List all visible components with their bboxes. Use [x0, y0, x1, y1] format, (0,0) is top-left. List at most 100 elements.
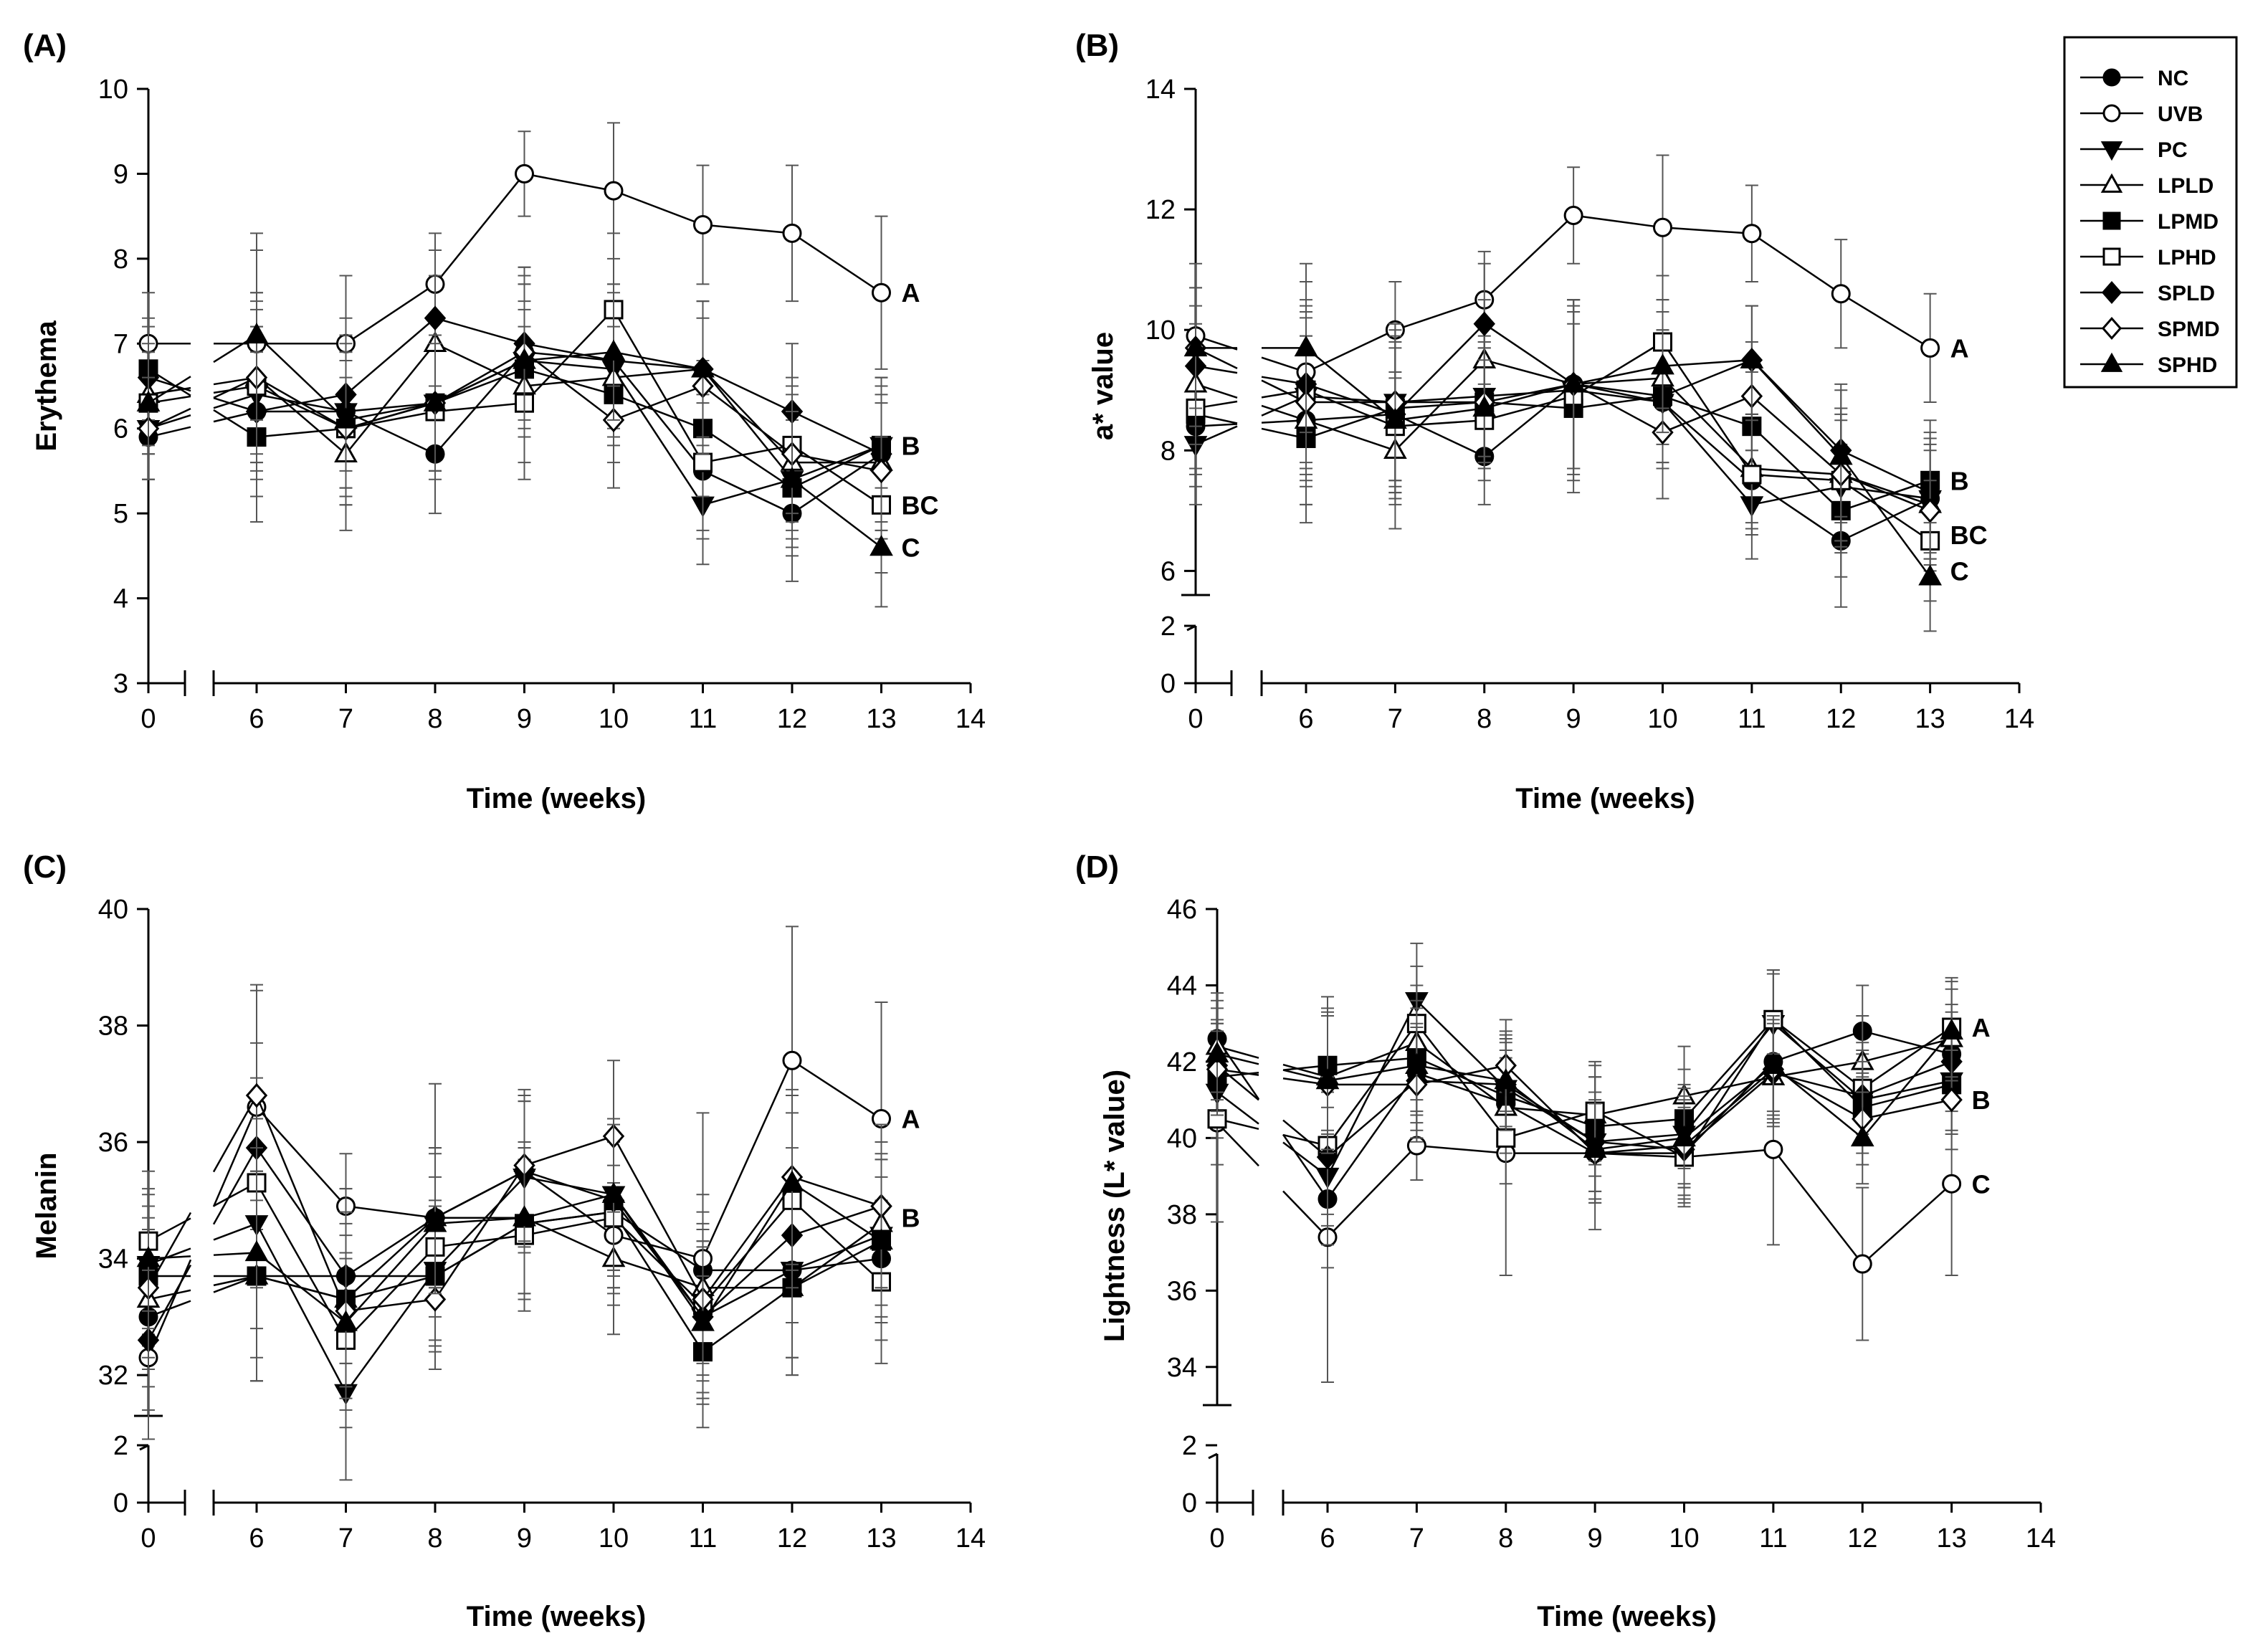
series-line-stub — [147, 1264, 192, 1341]
x-tick-label: 6 — [249, 704, 264, 734]
y-tick-label: 40 — [1167, 1123, 1197, 1153]
x-tick-label: 8 — [427, 704, 442, 734]
data-point — [604, 181, 624, 201]
x-tick-label: 13 — [1936, 1523, 1966, 1554]
data-point — [1672, 1125, 1696, 1147]
y-tick-label: 2 — [113, 1431, 128, 1461]
y-tick-label: 5 — [113, 499, 128, 529]
data-point — [334, 1310, 358, 1331]
data-point — [691, 1310, 715, 1331]
data-point — [1294, 335, 1318, 357]
y-tick-label: 0 — [1182, 1488, 1197, 1518]
x-tick-label: 13 — [866, 704, 896, 734]
x-tick-label: 9 — [1588, 1523, 1603, 1554]
data-point — [1850, 1125, 1874, 1147]
y-tick-label: 42 — [1167, 1047, 1197, 1077]
data-point — [869, 535, 893, 556]
series-line-stub — [148, 376, 191, 404]
x-tick-label: 11 — [689, 1523, 717, 1554]
data-point — [513, 1205, 536, 1227]
y-tick-label: 12 — [1145, 195, 1176, 225]
legend-label: LPHD — [2158, 246, 2216, 270]
legend-label: PC — [2158, 138, 2188, 162]
legend-entry-lphd: LPHD — [2080, 246, 2216, 270]
data-point — [1205, 1041, 1229, 1062]
y-tick-label: 7 — [113, 329, 128, 359]
data-point — [872, 282, 891, 303]
y-tick-label: 34 — [98, 1245, 128, 1275]
group-label: BC — [902, 490, 939, 520]
legend-label: SPHD — [2158, 353, 2217, 377]
group-label: C — [902, 533, 920, 563]
series-line-stub — [1216, 1091, 1259, 1125]
x-tick-label: 0 — [1209, 1523, 1224, 1554]
x-tick-label: 6 — [249, 1523, 264, 1554]
x-tick-label: 14 — [2004, 704, 2034, 734]
group-label: BC — [1950, 520, 1988, 550]
legend-entry-uvb: UVB — [2080, 103, 2203, 126]
y-tick-label: 34 — [1167, 1353, 1197, 1383]
legend-marker — [2100, 141, 2123, 161]
legend-entry-spld: SPLD — [2080, 280, 2215, 305]
data-point — [1494, 1068, 1518, 1090]
data-point — [1761, 1052, 1786, 1074]
data-point — [244, 1240, 269, 1262]
series-line-stub — [1216, 1122, 1259, 1167]
series-sphd — [1205, 981, 1963, 1200]
data-point — [693, 452, 713, 472]
x-tick-label: 10 — [599, 1523, 629, 1554]
y-tick-label: 0 — [113, 1488, 128, 1518]
x-tick-label: 13 — [1915, 704, 1945, 734]
data-point — [1383, 407, 1407, 429]
panel-label: (A) — [23, 28, 67, 63]
data-point — [1829, 444, 1853, 465]
group-label: A — [1972, 1013, 1991, 1042]
y-axis-label: Lightness (L* value) — [1099, 1070, 1130, 1342]
legend-label: NC — [2158, 67, 2188, 90]
y-tick-label: 36 — [1167, 1276, 1197, 1306]
x-tick-label: 9 — [517, 704, 532, 734]
x-tick-label: 12 — [777, 1523, 807, 1554]
data-point — [869, 1228, 893, 1250]
group-label: A — [902, 1105, 920, 1134]
group-label: B — [1950, 466, 1969, 495]
x-tick-label: 12 — [1826, 704, 1856, 734]
data-point — [423, 1211, 447, 1232]
x-tick-label: 7 — [1388, 704, 1403, 734]
group-label: A — [1950, 333, 1969, 363]
y-tick-label: 2 — [1161, 612, 1176, 642]
y-axis-label: a* value — [1087, 332, 1119, 440]
data-point — [691, 356, 715, 378]
y-tick-label: 8 — [1161, 436, 1176, 466]
y-tick-label: 36 — [98, 1128, 128, 1158]
y-tick-label: 46 — [1167, 895, 1197, 925]
data-point — [244, 322, 269, 344]
y-tick-label: 44 — [1167, 971, 1197, 1001]
data-point — [601, 1181, 626, 1203]
legend-marker — [2101, 280, 2122, 305]
x-tick-label: 10 — [599, 704, 629, 734]
legend-entry-pc: PC — [2080, 138, 2188, 162]
y-tick-label: 9 — [113, 159, 128, 189]
x-tick-label: 8 — [427, 1523, 442, 1554]
legend-marker — [2102, 211, 2121, 230]
y-axis-break-mark — [1208, 1452, 1218, 1460]
data-point — [513, 348, 536, 369]
data-point — [1740, 347, 1764, 368]
legend-marker — [2100, 173, 2123, 193]
y-tick-label: 40 — [98, 895, 128, 925]
x-axis-label: Time (weeks) — [467, 1601, 647, 1632]
x-tick-label: 14 — [956, 704, 986, 734]
x-tick-label: 12 — [777, 704, 807, 734]
group-label: A — [902, 278, 920, 308]
data-point — [780, 467, 804, 488]
x-tick-label: 14 — [2026, 1523, 2056, 1554]
series-sphd — [136, 249, 893, 608]
panel-label: (C) — [23, 850, 67, 885]
x-tick-label: 10 — [1669, 1523, 1699, 1554]
data-point — [334, 407, 358, 429]
data-point — [1942, 1174, 1962, 1194]
data-point — [693, 214, 713, 234]
y-tick-label: 2 — [1182, 1431, 1197, 1461]
legend-entry-lpmd: LPMD — [2080, 210, 2219, 234]
